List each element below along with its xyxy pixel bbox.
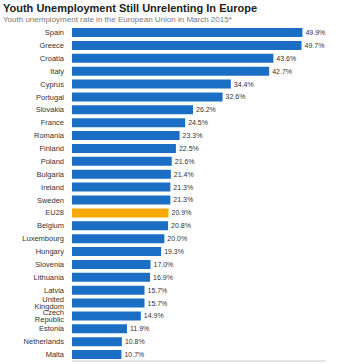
svg-text:20.0%: 20.0% xyxy=(167,235,187,242)
svg-text:CzechRepublic: CzechRepublic xyxy=(35,308,64,325)
svg-text:Latvia: Latvia xyxy=(44,286,65,295)
svg-text:10.7%: 10.7% xyxy=(124,351,144,358)
svg-text:42.7%: 42.7% xyxy=(272,68,292,75)
svg-text:Poland: Poland xyxy=(41,157,64,166)
svg-text:Spain: Spain xyxy=(45,28,64,37)
svg-text:Netherlands: Netherlands xyxy=(24,337,65,346)
svg-text:23.3%: 23.3% xyxy=(183,132,203,139)
svg-text:21.6%: 21.6% xyxy=(175,158,195,165)
svg-text:Hungary: Hungary xyxy=(36,247,65,256)
svg-text:Bulgaria: Bulgaria xyxy=(36,170,64,179)
svg-text:15.7%: 15.7% xyxy=(148,300,168,307)
svg-text:Ireland: Ireland xyxy=(41,183,64,192)
svg-text:EU28: EU28 xyxy=(45,208,64,217)
svg-text:Greece: Greece xyxy=(39,41,64,50)
svg-text:Estonia: Estonia xyxy=(39,324,65,333)
svg-text:Italy: Italy xyxy=(50,67,64,76)
svg-text:43.6%: 43.6% xyxy=(276,55,296,62)
svg-text:Finland: Finland xyxy=(39,144,64,153)
svg-text:Romania: Romania xyxy=(34,131,65,140)
svg-text:21.4%: 21.4% xyxy=(174,171,194,178)
svg-text:Slovenia: Slovenia xyxy=(35,260,65,269)
svg-text:49.9%: 49.9% xyxy=(305,29,325,36)
svg-text:21.3%: 21.3% xyxy=(173,184,193,191)
svg-text:32.6%: 32.6% xyxy=(226,93,246,100)
svg-text:49.7%: 49.7% xyxy=(305,42,325,49)
svg-text:France: France xyxy=(41,118,64,127)
svg-text:20.8%: 20.8% xyxy=(171,222,191,229)
svg-text:15.7%: 15.7% xyxy=(148,287,168,294)
svg-text:Croatia: Croatia xyxy=(40,54,65,63)
svg-text:17.0%: 17.0% xyxy=(154,261,174,268)
svg-text:34.4%: 34.4% xyxy=(234,81,254,88)
svg-text:19.3%: 19.3% xyxy=(164,248,184,255)
svg-text:Portugal: Portugal xyxy=(36,93,64,102)
svg-text:26.2%: 26.2% xyxy=(196,106,216,113)
svg-text:24.5%: 24.5% xyxy=(188,119,208,126)
svg-text:Cyprus: Cyprus xyxy=(40,80,64,89)
svg-text:14.9%: 14.9% xyxy=(144,312,164,319)
svg-text:Slovakia: Slovakia xyxy=(36,105,65,114)
svg-text:10.8%: 10.8% xyxy=(125,338,145,345)
svg-text:Belgium: Belgium xyxy=(37,221,64,230)
svg-text:Malta: Malta xyxy=(46,350,65,359)
svg-text:Sweden: Sweden xyxy=(37,196,64,205)
svg-text:Luxembourg: Luxembourg xyxy=(22,234,64,243)
svg-text:11.9%: 11.9% xyxy=(130,325,149,332)
svg-text:22.5%: 22.5% xyxy=(179,145,199,152)
svg-text:16.9%: 16.9% xyxy=(153,274,173,281)
svg-text:21.3%: 21.3% xyxy=(173,196,193,203)
svg-text:Lithuania: Lithuania xyxy=(34,273,65,282)
svg-text:20.9%: 20.9% xyxy=(172,209,192,216)
